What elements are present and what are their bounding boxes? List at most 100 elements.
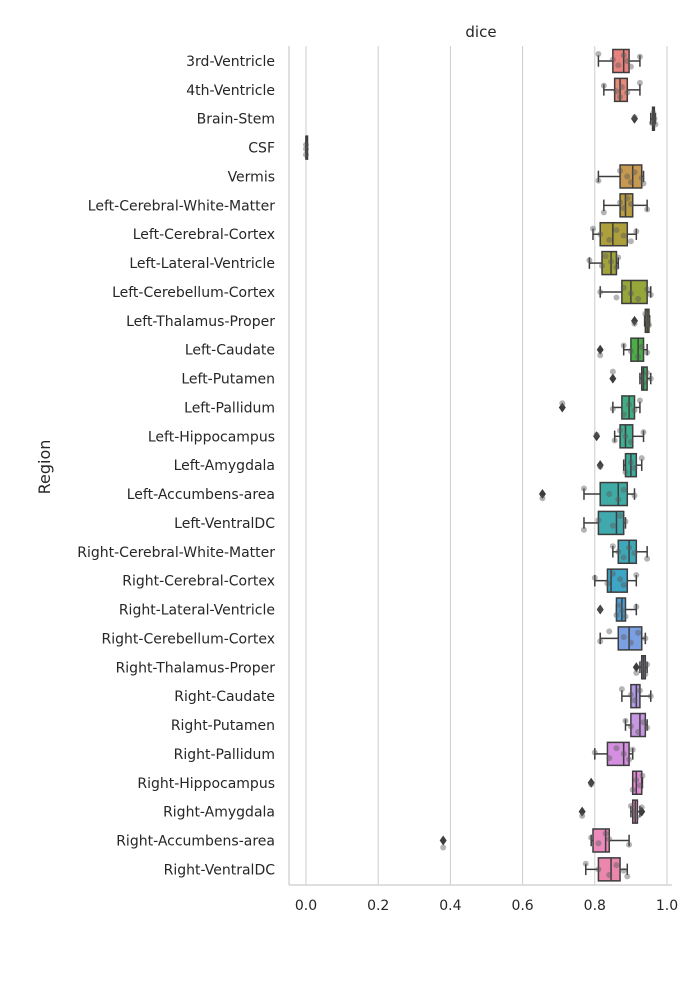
y-tick-label: Left-Pallidum [184,400,275,416]
strip-point [615,548,622,555]
chart-title: dice [465,23,496,41]
strip-point [597,638,604,645]
strip-point [617,512,624,519]
strip-point [638,660,645,667]
strip-point [620,486,627,493]
y-tick-label: Right-Thalamus-Proper [116,660,276,676]
strip-point [638,174,645,181]
y-tick-label: Left-Cerebral-Cortex [133,227,275,243]
strip-point [640,180,647,187]
iqr-box [612,48,630,74]
strip-point [620,581,627,588]
strip-point [651,115,658,122]
strip-point [627,691,634,698]
strip-point [650,110,657,117]
strip-point [644,724,651,731]
y-tick-label: CSF [248,141,275,157]
strip-point [606,236,613,243]
strip-point [588,834,595,841]
outlier-marker [593,431,601,442]
y-axis-title: Region [35,440,54,495]
x-tick-label: 0.2 [367,898,389,914]
iqr-box [615,597,627,622]
strip-point [600,209,607,216]
y-tick-label: Right-Putamen [171,718,275,734]
strip-point [613,745,620,752]
y-tick-label: Right-Cerebellum-Cortex [102,631,275,647]
strip-point [627,200,634,207]
grid-layer [305,46,668,885]
x-axis-ticks: 0.0 0.2 0.4 0.6 0.8 1.0 [295,898,678,914]
strip-point [644,286,651,293]
strip-point [580,485,587,492]
strip-point [624,873,631,880]
iqr-box [630,337,645,362]
strip-point [588,781,595,788]
strip-point [633,228,640,235]
strip-point [644,206,651,213]
strip-point [631,697,638,704]
strip-point [633,669,640,676]
strip-point [644,555,651,562]
strip-point [618,84,625,91]
strip-point [620,411,627,418]
strip-point [622,518,629,525]
y-tick-label: Right-Amygdala [163,805,275,821]
strip-point [606,836,613,843]
strip-point [613,264,620,271]
strip-point [613,862,620,869]
strip-point [627,290,634,297]
strip-point [611,437,618,444]
strip-point [617,602,624,609]
strip-point [620,342,627,349]
strip-point [597,352,604,359]
x-tick-label: 0.6 [511,898,533,914]
strip-point [609,56,616,63]
strip-point [620,634,627,640]
strip-point [631,407,638,414]
outlier-marker [587,777,595,788]
y-tick-label: Left-Thalamus-Proper [126,314,275,330]
boxes [305,48,657,882]
strip-point [609,570,616,577]
strip-point [620,750,627,757]
strip-point [602,830,609,837]
strip-point [627,238,634,245]
y-tick-label: Left-Amygdala [174,458,275,474]
strip-point [624,89,631,96]
x-tick-label: 0.0 [295,898,317,914]
strip-point [631,550,638,557]
strip-point [620,52,627,59]
outlier-marker [439,835,447,846]
strip-point [597,463,604,470]
strip-point [606,491,613,498]
y-tick-label: Vermis [228,169,275,185]
strip-point [626,756,633,763]
strip-point [633,572,640,579]
iqr-box [613,77,629,103]
strip-point [633,814,640,821]
x-tick-label: 1.0 [656,898,678,914]
iqr-box [630,712,647,738]
strip-point [631,464,638,471]
strip-point [586,257,593,264]
strip-point [631,114,638,121]
strip-point [539,495,546,502]
strip-point [582,860,589,867]
strip-point [606,871,613,878]
strip-point [640,429,647,436]
strip-point [626,544,633,551]
y-tick-label: Right-Pallidum [174,747,275,763]
strip-point [626,841,633,848]
strip-point [638,343,645,350]
strip-point [615,254,622,261]
strip-point [609,543,616,550]
strip-point [622,433,629,440]
strip-point [642,671,649,678]
outlier-marker [631,315,639,326]
iqr-box [597,510,625,536]
outlier-marker [631,113,639,124]
strip-point [629,746,636,753]
strip-point [638,804,645,811]
